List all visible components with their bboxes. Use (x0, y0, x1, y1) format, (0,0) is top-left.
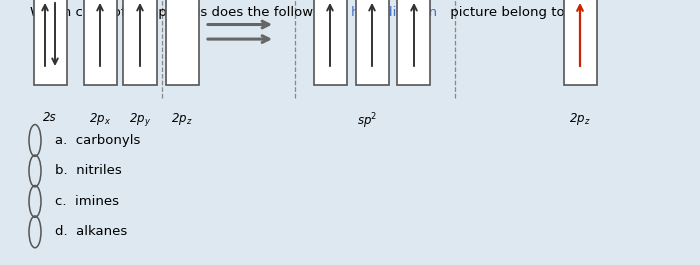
Text: picture belong to?: picture belong to? (446, 6, 572, 19)
Text: Which class of compounds does the following: Which class of compounds does the follow… (30, 6, 338, 19)
Text: c.  imines: c. imines (55, 195, 119, 208)
Bar (83, 0, 116, 85)
Text: b.  nitriles: b. nitriles (55, 164, 122, 178)
Bar (34, 0, 66, 85)
Text: sp$^2$: sp$^2$ (357, 111, 377, 131)
Text: a.  carbonyls: a. carbonyls (55, 134, 141, 147)
Bar (356, 0, 389, 85)
Text: 2p$_z$: 2p$_z$ (569, 111, 591, 127)
Text: hybridization: hybridization (351, 6, 438, 19)
Text: 2p$_y$: 2p$_y$ (129, 111, 151, 128)
Text: d.  alkanes: d. alkanes (55, 225, 127, 238)
Bar (314, 0, 346, 85)
Bar (123, 0, 157, 85)
Text: 2s: 2s (43, 111, 57, 124)
Bar (165, 0, 199, 85)
Text: 2p$_z$: 2p$_z$ (172, 111, 193, 127)
Bar (398, 0, 430, 85)
Text: 2p$_x$: 2p$_x$ (89, 111, 111, 127)
Bar (564, 0, 596, 85)
